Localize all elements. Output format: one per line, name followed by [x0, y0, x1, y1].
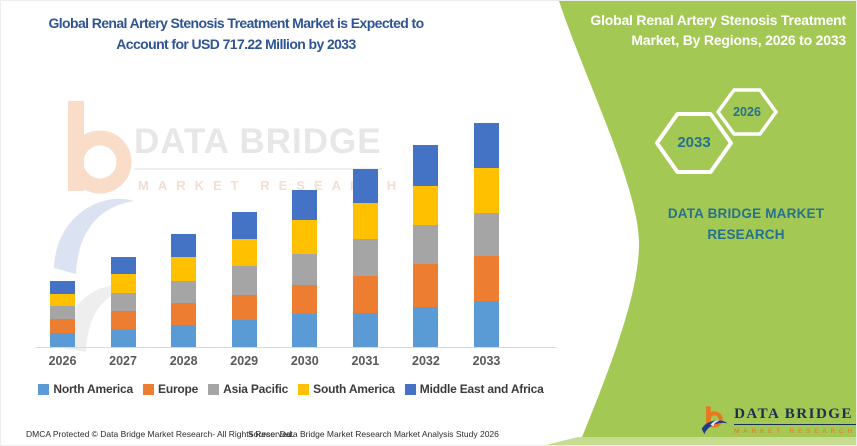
- x-axis-label: 2028: [169, 354, 198, 368]
- bar-segment-europe: [413, 264, 439, 308]
- bar-segment-north-america: [50, 332, 75, 347]
- bar-segment-europe: [352, 276, 378, 313]
- company-logo: DATA BRIDGE MARKET RESEARCH: [701, 397, 856, 443]
- brand-heading: DATA BRIDGE MARKET RESEARCH: [667, 206, 825, 242]
- bar-segment-middle-east-and-africa: [110, 257, 136, 275]
- bar-segment-south-america: [171, 256, 197, 281]
- bar-segment-asia-pacific: [171, 280, 197, 303]
- x-axis-label: 2030: [290, 354, 319, 368]
- data-bridge-logo-icon: [701, 406, 728, 435]
- x-axis-label: 2026: [48, 354, 77, 368]
- legend-label: Europe: [158, 382, 199, 396]
- bar-segment-north-america: [171, 325, 197, 347]
- bar-segment-middle-east-and-africa: [292, 190, 318, 221]
- footer-source-text: Source: Data Bridge Market Research Mark…: [248, 429, 499, 439]
- bar-segment-asia-pacific: [413, 225, 439, 265]
- logo-brand-text: DATA BRIDGE: [734, 406, 856, 425]
- bar-column: [231, 212, 257, 347]
- bar-segment-middle-east-and-africa: [413, 145, 439, 187]
- bar-segment-middle-east-and-africa: [50, 280, 75, 294]
- bar-segment-middle-east-and-africa: [171, 234, 197, 257]
- hexagon-2033-label: 2033: [677, 134, 711, 151]
- panel-light-band: [546, 437, 856, 445]
- x-axis-line: [35, 347, 557, 348]
- bar-segment-north-america: [110, 329, 136, 347]
- legend-swatch: [404, 383, 416, 395]
- bar-segment-asia-pacific: [231, 266, 257, 295]
- bar-segment-europe: [473, 255, 499, 302]
- bar-segment-north-america: [413, 307, 439, 347]
- x-axis-label: 2032: [412, 354, 440, 368]
- hexagon-2026-label: 2026: [733, 105, 761, 119]
- bar-segment-south-america: [413, 186, 439, 226]
- x-axis-label: 2029: [230, 354, 259, 368]
- bar-segment-europe: [110, 311, 136, 330]
- legend-item: Middle East and Africa: [404, 382, 544, 396]
- legend: North America Europe Asia Pacific South Ame…: [31, 382, 551, 396]
- bar-segment-south-america: [110, 274, 136, 293]
- bar-column: [110, 257, 136, 347]
- bar-segment-asia-pacific: [352, 238, 378, 277]
- legend-item: Europe: [143, 382, 198, 396]
- bar-segment-asia-pacific: [292, 254, 318, 286]
- bar-segment-europe: [231, 294, 257, 321]
- legend-item: Asia Pacific: [208, 382, 288, 396]
- bar-column: [473, 123, 499, 347]
- x-axis-label: 2031: [351, 354, 380, 368]
- bar-segment-south-america: [292, 220, 318, 255]
- legend-label: South America: [313, 382, 395, 396]
- bar-segment-north-america: [352, 312, 378, 347]
- bar-segment-middle-east-and-africa: [473, 123, 499, 169]
- legend-label: North America: [53, 382, 134, 396]
- bar-segment-south-america: [50, 293, 75, 306]
- legend-item: North America: [38, 382, 133, 396]
- bar-segment-middle-east-and-africa: [352, 169, 378, 203]
- bar-segment-south-america: [231, 238, 257, 267]
- bar-segment-south-america: [352, 202, 378, 239]
- bar-segment-north-america: [292, 313, 318, 347]
- bar-segment-europe: [171, 302, 197, 326]
- logo-tagline-text: MARKET RESEARCH: [734, 427, 856, 435]
- legend-swatch: [298, 383, 310, 395]
- bar-segment-north-america: [473, 301, 499, 347]
- legend-swatch: [38, 383, 50, 395]
- bar-segment-asia-pacific: [473, 213, 499, 256]
- legend-label: Middle East and Africa: [419, 382, 544, 396]
- bar-column: [50, 280, 75, 347]
- bar-column: [352, 169, 378, 347]
- bar-segment-asia-pacific: [110, 292, 136, 312]
- bar-segment-north-america: [231, 320, 257, 347]
- bar-segment-south-america: [473, 168, 499, 214]
- bar-column: [413, 145, 439, 347]
- legend-swatch: [208, 383, 220, 395]
- bar-segment-europe: [292, 285, 318, 314]
- footer-dmca-text: DMCA Protected © Data Bridge Market Rese…: [26, 429, 294, 439]
- panel-green-shape: [559, 1, 856, 445]
- bar-segment-europe: [50, 319, 75, 333]
- legend-item: South America: [298, 382, 395, 396]
- bar-column: [171, 234, 197, 347]
- hexagon-2033: [655, 112, 733, 174]
- legend-swatch: [143, 383, 155, 395]
- bar-segment-asia-pacific: [50, 305, 75, 320]
- x-axis-label: 2027: [109, 354, 137, 368]
- page-title: Global Renal Artery Stenosis Treatment M…: [48, 15, 424, 52]
- x-axis-label: 2033: [472, 354, 501, 368]
- legend-label: Asia Pacific: [223, 382, 289, 396]
- side-panel-title: Global Renal Artery Stenosis Treatment M…: [590, 12, 846, 48]
- hexagon-2026: [716, 88, 778, 136]
- plot-area: 2026 2027 2028 2029 2030 2031 2032 2033: [35, 91, 557, 368]
- bar-column: [292, 190, 318, 347]
- bar-segment-middle-east-and-africa: [231, 212, 257, 239]
